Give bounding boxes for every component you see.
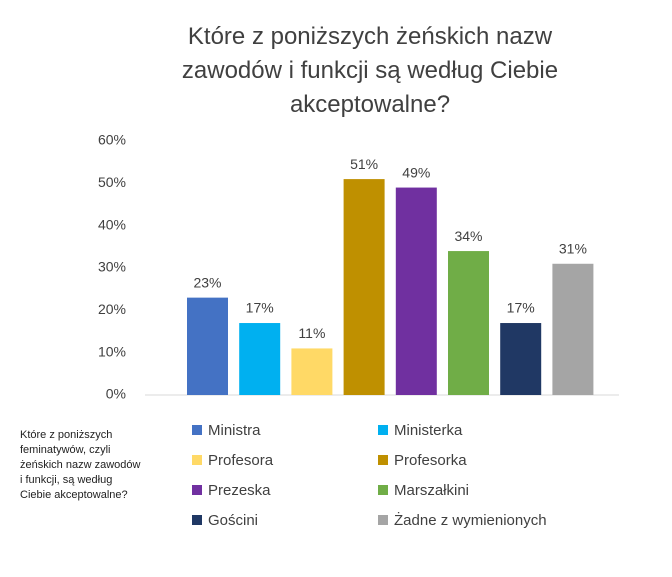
bar [239, 323, 281, 395]
bar [395, 187, 437, 395]
y-tick-label: 60% [98, 132, 126, 148]
annotation: Które z poniższych feminatywów, czyli że… [20, 429, 141, 501]
legend-swatch [378, 485, 388, 495]
bar [187, 297, 228, 395]
legend-label: Profesorka [394, 452, 467, 469]
legend-label: Gościni [208, 512, 258, 529]
legend-label: Profesora [208, 452, 274, 469]
legend-swatch [378, 455, 388, 465]
legend-label: Marszałkini [394, 482, 469, 499]
bar [291, 348, 333, 395]
value-label: 17% [507, 300, 535, 316]
bar [552, 263, 594, 395]
legend-swatch [192, 515, 202, 525]
legend-swatch [378, 515, 388, 525]
y-tick-label: 50% [98, 174, 126, 190]
value-label: 51% [350, 156, 378, 172]
legend-label: Ministerka [394, 422, 463, 439]
value-label: 34% [454, 228, 482, 244]
y-tick-label: 30% [98, 259, 126, 275]
y-tick-label: 10% [98, 343, 126, 359]
value-label: 17% [246, 300, 274, 316]
value-label: 49% [402, 164, 430, 180]
value-label: 31% [559, 240, 587, 256]
chart-title: Które z poniższych żeńskich nazw zawodów… [181, 23, 559, 118]
legend-label: Żadne z wymienionych [394, 511, 547, 529]
legend-label: Prezeska [208, 482, 271, 499]
legend-swatch [192, 455, 202, 465]
y-tick-label: 0% [106, 386, 126, 402]
bar [500, 323, 542, 395]
legend-swatch [192, 485, 202, 495]
bar [343, 179, 385, 395]
value-label: 11% [298, 325, 325, 341]
value-label: 23% [193, 274, 221, 290]
legend-label: Ministra [208, 422, 261, 439]
y-tick-label: 20% [98, 301, 126, 317]
legend-swatch [192, 425, 202, 435]
legend-swatch [378, 425, 388, 435]
bar [448, 251, 489, 395]
y-tick-label: 40% [98, 216, 126, 232]
